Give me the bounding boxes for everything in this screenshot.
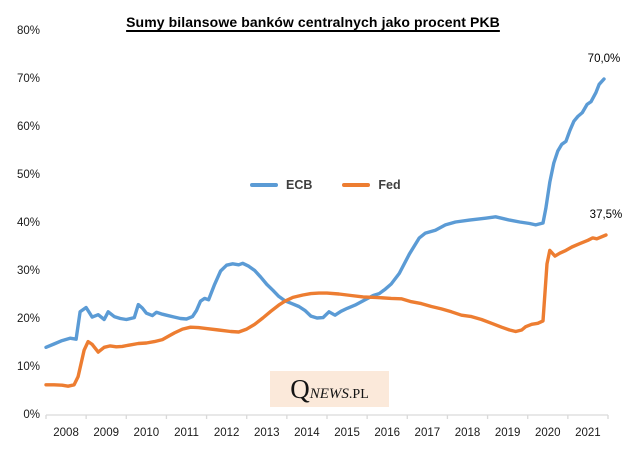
x-axis-tick-label: 2012 [213, 427, 240, 439]
x-axis-tick-label: 2017 [414, 427, 441, 439]
y-axis-tick-label: 40% [16, 217, 40, 229]
y-axis-tick-label: 30% [16, 265, 40, 277]
fed-line [44, 233, 608, 388]
x-axis-tick-label: 2016 [374, 427, 400, 439]
legend-item-fed: Fed [342, 178, 401, 192]
x-axis-tick-label: 2015 [334, 427, 360, 439]
fed-line-swatch [342, 183, 371, 187]
x-axis-tick-label: 2018 [454, 427, 481, 439]
legend: ECB Fed [250, 178, 401, 192]
y-axis-tick-label: 0% [23, 409, 40, 421]
y-axis-tick-label: 20% [16, 313, 40, 325]
x-axis-tick-label: 2020 [534, 427, 561, 439]
legend-label-ecb: ECB [286, 178, 313, 192]
x-axis-tick-label: 2021 [575, 427, 601, 439]
chart-title: Sumy bilansowe banków centralnych jako p… [126, 14, 500, 30]
y-axis-tick-label: 60% [16, 121, 40, 133]
y-axis-tick-label: 10% [16, 361, 40, 373]
x-axis-tick-label: 2013 [253, 427, 280, 439]
x-axis-tick-label: 2010 [133, 427, 160, 439]
legend-label-fed: Fed [378, 178, 401, 192]
x-axis-tick-label: 2011 [174, 427, 199, 439]
ecb-line [44, 77, 606, 349]
qnews-watermark: Q NEWS .PL [270, 371, 389, 407]
x-axis-tick-label: 2019 [494, 427, 521, 439]
watermark-news: NEWS [309, 386, 349, 402]
ecb-end-value-label: 70,0% [587, 53, 621, 65]
ecb-line-swatch [250, 183, 278, 187]
fed-end-value-label: 37,5% [589, 209, 623, 221]
x-axis-tick-label: 2008 [53, 427, 79, 439]
watermark-q: Q [290, 374, 310, 404]
legend-item-ecb: ECB [250, 178, 312, 192]
watermark-pl: .PL [348, 387, 369, 402]
y-axis-tick-label: 70% [16, 73, 40, 85]
x-axis-tick-label: 2014 [294, 427, 320, 439]
y-axis-tick-label: 50% [16, 169, 40, 181]
y-axis-tick-label: 80% [16, 25, 40, 37]
x-axis-tick-label: 2009 [93, 427, 119, 439]
